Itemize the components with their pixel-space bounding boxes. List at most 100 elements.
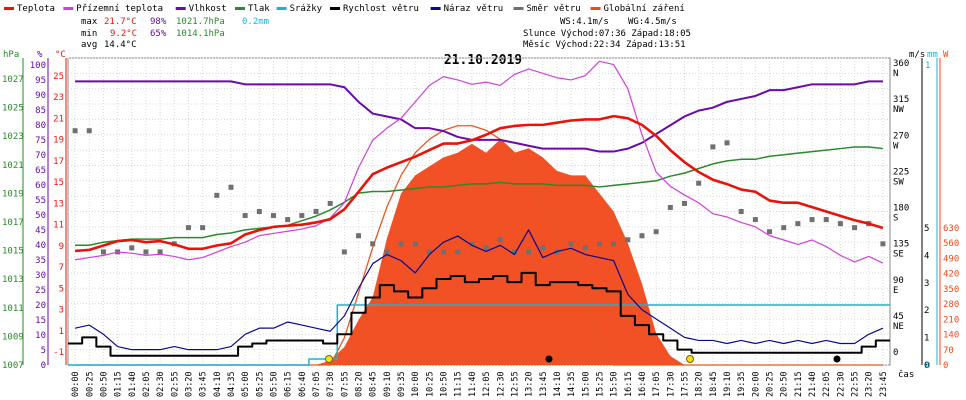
tick-label-percent: 60 xyxy=(35,181,46,191)
tick-label-direction: 225 xyxy=(893,167,909,177)
tick-label-ms: 2 xyxy=(924,306,929,316)
x-tick-label: 14:10 xyxy=(553,371,563,397)
x-tick-label: 20:00 xyxy=(751,371,761,397)
stat-max-label: max xyxy=(81,17,98,27)
moonset-marker xyxy=(545,355,553,363)
x-tick-label: 00:00 xyxy=(71,371,81,397)
stat-sun-times: Slunce Východ:07:36 Západ:18:05 xyxy=(523,29,691,39)
wind-direction-point xyxy=(228,184,234,190)
wind-direction-point xyxy=(639,233,645,239)
tick-label-direction-name: N xyxy=(893,69,898,79)
legend-swatch xyxy=(4,7,14,10)
tick-label-hpa: 1009 xyxy=(2,332,24,342)
x-tick-label: 04:10 xyxy=(213,371,223,397)
x-tick-label: 23:45 xyxy=(879,371,889,397)
axis-ticks: 1027102510231021101910171015101310111009… xyxy=(2,59,959,397)
stat-min-label: min xyxy=(81,29,97,39)
wind-direction-point xyxy=(299,213,305,219)
tick-label-direction: 360 xyxy=(893,59,909,69)
wind-direction-point xyxy=(426,249,432,255)
tick-label-percent: 40 xyxy=(35,241,46,251)
axis-unit-wm2: W xyxy=(943,50,949,60)
wind-direction-point xyxy=(72,128,78,134)
legend-label: Směr větru xyxy=(527,4,581,14)
legend-swatch xyxy=(513,7,524,10)
tick-label-celsius: 19 xyxy=(53,136,64,146)
tick-label-hpa: 1019 xyxy=(2,189,24,199)
legend-label: Rychlost větru xyxy=(343,4,419,14)
tick-label-celsius: 3 xyxy=(59,306,64,316)
wind-direction-point xyxy=(611,241,617,247)
wind-direction-point xyxy=(682,200,687,206)
tick-label-percent: 20 xyxy=(35,301,46,311)
wind-direction-point xyxy=(497,237,503,243)
gust-series-line xyxy=(74,229,884,351)
tick-label-ms: 3 xyxy=(924,279,929,289)
x-tick-label: 03:20 xyxy=(184,371,194,397)
wind-direction-point xyxy=(696,180,702,186)
x-tick-label: 00:25 xyxy=(85,371,95,397)
x-tick-label: 22:55 xyxy=(851,371,861,397)
stat-max-temp: 21.7°C xyxy=(104,17,137,27)
wind-direction-point xyxy=(781,225,787,231)
tick-label-celsius: 17 xyxy=(53,157,64,167)
wind-direction-point xyxy=(313,209,319,214)
tick-label-ms: 5 xyxy=(924,224,929,234)
wind-direction-point xyxy=(455,249,461,255)
tick-label-celsius: 9 xyxy=(59,242,64,252)
x-tick-label: 15:00 xyxy=(581,371,591,397)
tick-label-percent: 80 xyxy=(35,121,46,131)
wind-direction-point xyxy=(837,221,843,227)
tick-label-direction-name: S xyxy=(893,214,898,224)
x-tick-label: 21:40 xyxy=(808,371,818,397)
x-tick-label: 19:35 xyxy=(737,371,747,397)
tick-label-hpa: 1007 xyxy=(2,361,24,371)
stat-moon-times: Měsíc Východ:22:34 Západ:13:51 xyxy=(523,40,686,50)
wind-direction-point xyxy=(823,217,829,223)
wind-direction-point xyxy=(724,140,730,146)
tick-label-direction: 135 xyxy=(893,240,909,250)
x-tick-label: 13:45 xyxy=(539,371,549,397)
tick-label-percent: 65 xyxy=(35,166,46,176)
x-tick-label: 10:00 xyxy=(411,371,421,397)
tick-label-direction-name: NW xyxy=(893,105,904,115)
tick-label-direction-name: SE xyxy=(893,250,904,260)
wind-direction-point xyxy=(370,241,376,247)
tick-label-wm2: 630 xyxy=(943,224,959,234)
x-tick-label: 15:50 xyxy=(610,371,620,397)
x-tick-label: 08:45 xyxy=(369,371,379,397)
x-tick-label: 12:05 xyxy=(482,371,492,397)
x-tick-label: 05:25 xyxy=(255,371,265,397)
wind-direction-point xyxy=(852,225,858,231)
pressure-series-line xyxy=(75,146,883,247)
tick-label-hpa: 1023 xyxy=(2,132,24,142)
wind-direction-point xyxy=(441,249,447,255)
stats-block: max 21.7°C 98% 1021.7hPa 0.2mm min 9.2°C… xyxy=(81,17,691,50)
x-tick-label: 08:20 xyxy=(355,371,365,397)
wind-direction-point xyxy=(86,128,92,134)
wind-direction-point xyxy=(667,204,673,210)
tick-label-hpa: 1015 xyxy=(2,247,24,257)
wind-direction-point xyxy=(738,209,744,214)
tick-label-percent: 90 xyxy=(35,91,46,101)
tick-label-wm2: 490 xyxy=(943,254,959,264)
feels-temp-series-line xyxy=(74,60,884,264)
humidity-series-line xyxy=(75,80,883,153)
stat-min-pressure: 1014.1hPa xyxy=(176,29,225,39)
tick-label-direction-name: W xyxy=(893,141,899,151)
tick-label-ms: 4 xyxy=(924,251,929,261)
wind-direction-point xyxy=(582,245,588,251)
tick-label-celsius: 11 xyxy=(53,221,64,231)
wind-direction-point xyxy=(710,144,716,150)
tick-label-hpa: 1021 xyxy=(2,161,24,171)
x-tick-label: 01:15 xyxy=(114,371,124,397)
wind-direction-point xyxy=(752,217,758,223)
legend-swatch xyxy=(63,7,74,10)
wind-direction-point xyxy=(327,200,333,206)
tick-label-percent: 25 xyxy=(35,286,46,296)
sunset-marker xyxy=(686,355,694,363)
tick-label-mm: 1 xyxy=(925,61,930,71)
wind-direction-point xyxy=(143,249,149,255)
tick-label-hpa: 1025 xyxy=(2,104,24,114)
